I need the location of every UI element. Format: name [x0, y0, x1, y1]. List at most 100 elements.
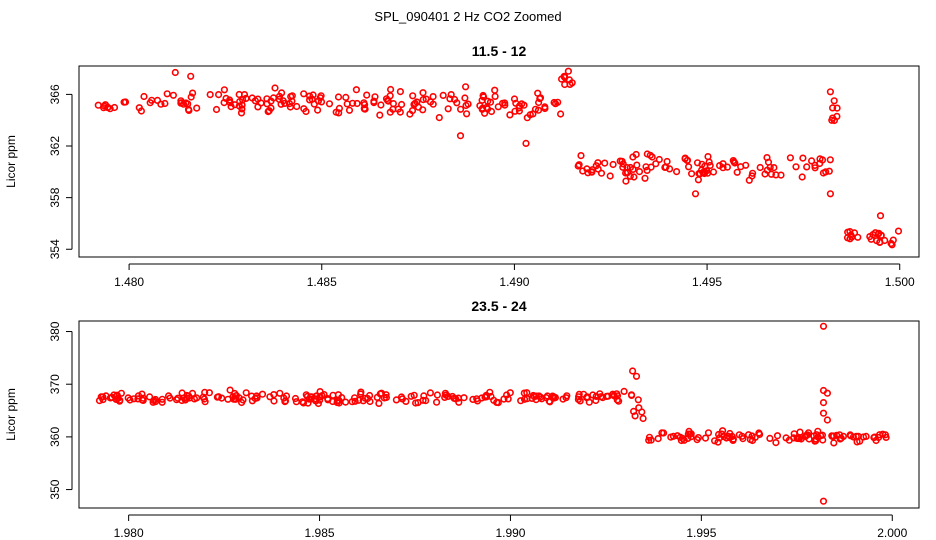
data-point — [729, 436, 737, 445]
data-point — [744, 431, 753, 439]
x-tick-label: 1.990 — [495, 526, 525, 540]
data-point — [483, 103, 491, 112]
data-point — [715, 162, 724, 170]
data-point — [363, 91, 371, 99]
data-point — [803, 163, 811, 171]
data-point — [592, 396, 600, 405]
data-point — [226, 96, 234, 104]
data-point — [187, 93, 195, 101]
data-point — [766, 434, 774, 443]
data-point — [342, 398, 350, 406]
data-point — [515, 102, 524, 110]
data-point — [335, 397, 343, 405]
data-point — [193, 394, 201, 402]
data-point — [665, 165, 674, 173]
data-point — [706, 161, 714, 170]
data-point — [742, 161, 750, 169]
data-point — [359, 397, 367, 405]
data-point — [564, 67, 573, 75]
data-point — [483, 393, 491, 401]
data-point — [312, 395, 320, 403]
data-point — [756, 163, 764, 172]
data-point — [251, 394, 259, 403]
data-point — [213, 393, 221, 401]
data-point — [357, 388, 365, 396]
data-point — [550, 393, 558, 401]
data-point — [237, 109, 246, 117]
data-point — [412, 399, 420, 407]
data-point — [441, 389, 450, 397]
data-point — [342, 93, 350, 101]
y-tick-label: 358 — [48, 187, 62, 207]
data-point — [601, 159, 609, 167]
data-point — [594, 159, 602, 167]
data-point — [325, 100, 334, 108]
data-point — [876, 238, 884, 246]
data-point — [351, 394, 359, 402]
data-point — [433, 391, 442, 399]
data-point — [270, 391, 278, 399]
data-point — [822, 168, 830, 176]
data-point — [302, 107, 310, 116]
data-point — [517, 397, 525, 405]
data-point — [786, 154, 795, 162]
data-point — [511, 107, 519, 115]
data-points — [95, 322, 890, 505]
x-tick-label: 1.480 — [114, 275, 144, 289]
data-point — [867, 235, 875, 243]
data-point — [99, 396, 107, 404]
data-point — [435, 113, 443, 122]
data-point — [398, 100, 406, 109]
data-point — [799, 154, 807, 162]
data-point — [819, 409, 828, 417]
data-point — [632, 150, 640, 159]
data-point — [281, 99, 289, 107]
data-point — [803, 431, 812, 439]
data-point — [419, 89, 427, 97]
data-point — [536, 94, 545, 102]
data-point — [577, 152, 585, 160]
y-tick-label: 370 — [48, 374, 62, 394]
data-point — [647, 163, 655, 171]
data-point — [281, 398, 289, 406]
data-point — [811, 161, 819, 169]
y-tick-label: 380 — [48, 321, 62, 341]
data-point — [462, 101, 470, 110]
data-point — [353, 99, 361, 108]
data-point — [618, 157, 626, 165]
data-point — [306, 96, 314, 104]
data-point — [157, 100, 165, 108]
data-point — [433, 398, 441, 406]
data-point — [761, 170, 769, 178]
data-point — [684, 163, 693, 171]
panel-title: 23.5 - 24 — [471, 298, 526, 314]
x-tick-label: 2.000 — [877, 526, 907, 540]
data-point — [215, 90, 223, 99]
data-point — [826, 156, 834, 164]
data-point — [212, 105, 221, 114]
data-point — [317, 98, 326, 106]
data-point — [794, 434, 802, 443]
data-point — [169, 91, 177, 99]
data-point — [622, 177, 630, 185]
x-tick-label: 1.490 — [499, 275, 529, 289]
data-point — [429, 100, 437, 108]
data-point — [556, 110, 565, 118]
data-point — [635, 168, 644, 176]
data-point — [639, 414, 647, 423]
data-point — [632, 372, 641, 380]
data-point — [270, 397, 278, 405]
data-point — [894, 227, 903, 235]
data-point — [634, 396, 642, 404]
data-point — [486, 98, 495, 106]
data-point — [161, 99, 169, 108]
data-point — [361, 105, 369, 113]
data-point — [316, 396, 324, 404]
x-tick-label: 1.985 — [305, 526, 335, 540]
data-point — [701, 434, 710, 442]
data-point — [441, 393, 449, 402]
data-point — [538, 395, 546, 403]
data-point — [506, 389, 514, 397]
data-point — [667, 433, 675, 441]
data-point — [764, 158, 773, 166]
